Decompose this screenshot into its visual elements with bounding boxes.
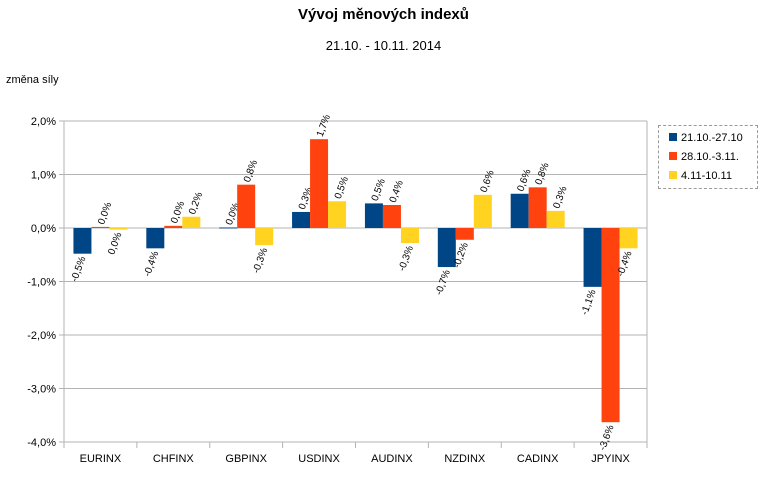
legend: 21.10.-27.10 28.10.-3.11. 4.11-10.11 [658,125,758,189]
y-axis-label: změna síly [6,74,59,86]
data-label: -0,7% [434,268,453,296]
bar [400,228,419,243]
legend-label: 4.11-10.11 [681,170,732,182]
data-label: -0,3% [251,246,270,274]
data-label: 0,3% [551,185,569,210]
bar [219,227,238,229]
data-label: 0,5% [333,175,351,200]
data-label: 0,2% [187,191,205,216]
bar [601,228,620,423]
legend-swatch [669,133,677,142]
data-label: -0,5% [69,255,88,283]
data-label: 0,4% [388,179,406,204]
y-tick-label: 1,0% [31,170,56,182]
bar [473,194,492,228]
x-tick-label: CADINX [517,453,559,465]
data-label: 0,8% [242,159,260,184]
legend-item: 4.11-10.11 [669,170,732,182]
legend-item: 28.10.-3.11. [669,151,739,163]
data-label: -1,1% [579,288,598,316]
chart-subtitle: 21.10. - 10.11. 2014 [325,38,442,53]
bar [528,187,547,228]
bar [255,228,274,246]
bar [237,184,256,228]
y-tick-label: -1,0% [27,277,56,289]
bar [164,225,183,228]
legend-item: 21.10.-27.10 [669,132,743,144]
bar [382,204,401,228]
bar [109,228,128,230]
bar [146,228,165,249]
bar [364,203,383,228]
bar [91,226,110,228]
bar [310,139,329,228]
bar [546,210,565,228]
y-tick-label: -2,0% [27,330,56,342]
x-tick-label: GBPINX [225,453,267,465]
y-tick-label: -4,0% [27,437,56,449]
x-tick-label: CHFINX [153,453,195,465]
bar [583,228,602,287]
bar [437,228,456,268]
bar [73,228,92,254]
y-tick-label: -3,0% [27,384,56,396]
data-label: -0,3% [397,244,416,272]
legend-swatch [669,171,677,180]
x-tick-label: USDINX [298,453,340,465]
x-tick-label: JPYINX [591,453,630,465]
bar [455,228,474,240]
bar [182,216,201,228]
legend-label: 21.10.-27.10 [681,132,743,144]
y-tick-label: 0,0% [31,223,56,235]
data-label: 0,0% [106,231,124,256]
legend-label: 28.10.-3.11. [681,151,739,163]
bar [619,228,638,249]
bar [510,193,529,228]
x-tick-label: AUDINX [371,453,413,465]
data-label: 0,6% [479,169,497,194]
bar [292,211,311,228]
data-label: 1,7% [315,113,333,138]
chart-title: Vývoj měnových indexů [298,6,469,23]
data-label: 0,8% [533,161,551,186]
data-label: -3,6% [597,424,616,452]
x-tick-label: NZDINX [444,453,486,465]
data-label: 0,0% [96,201,114,226]
x-tick-label: EURINX [80,453,122,465]
data-label: 0,5% [370,177,388,202]
y-tick-label: 2,0% [31,116,56,128]
legend-swatch [669,152,677,161]
bar [328,201,347,228]
data-label: -0,4% [142,250,161,278]
